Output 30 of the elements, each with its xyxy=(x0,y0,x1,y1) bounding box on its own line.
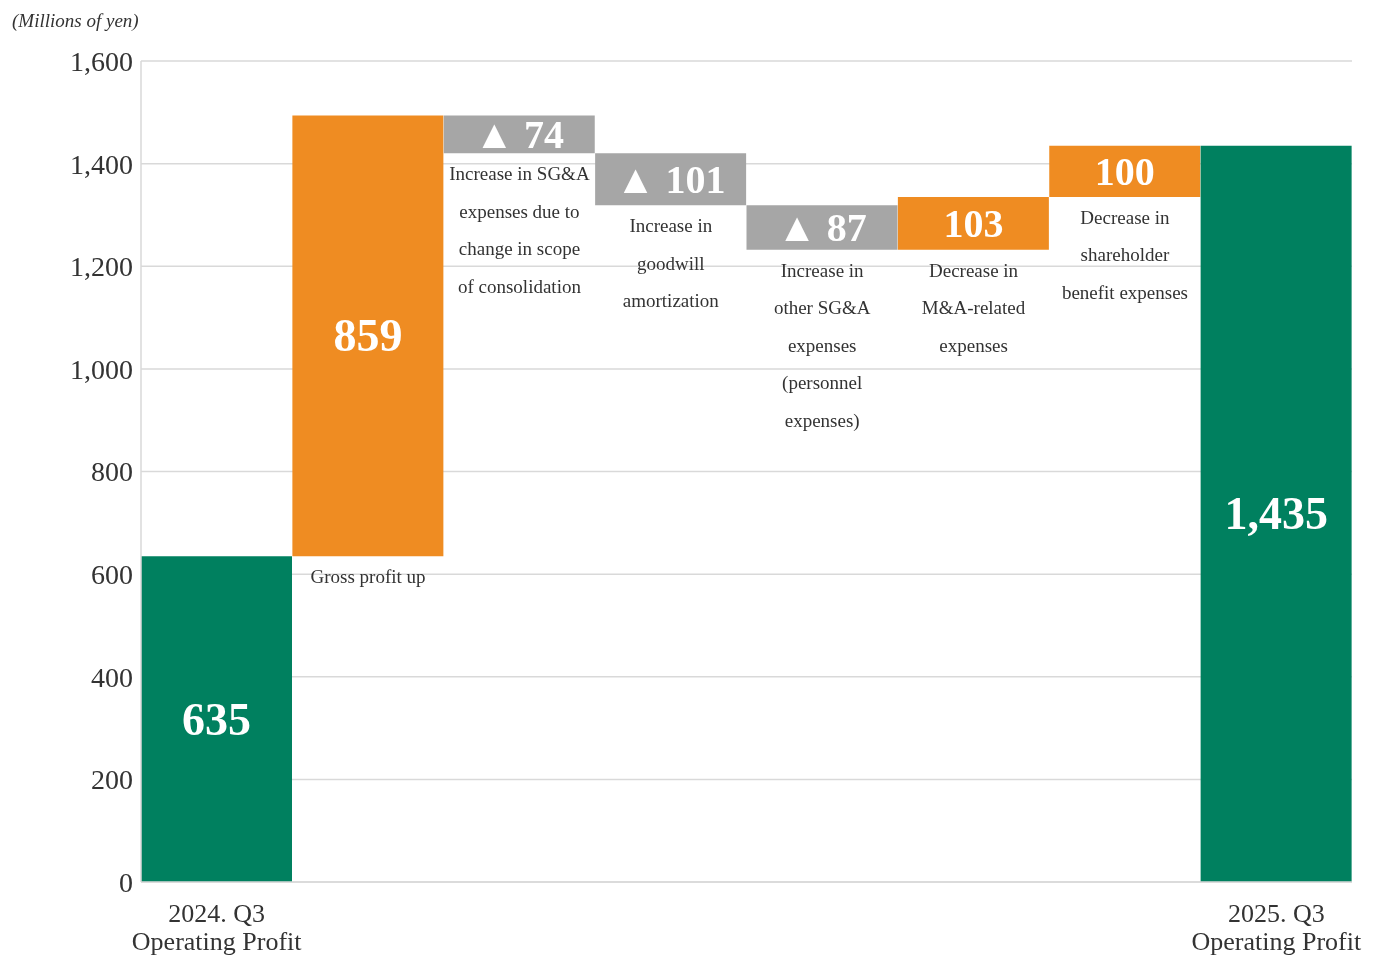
x-tick-label: 2024. Q3 Operating Profit xyxy=(131,899,303,956)
x-tick-label: 2025. Q3 Operating Profit xyxy=(1191,899,1362,956)
bar xyxy=(141,556,292,882)
y-tick-label: 0 xyxy=(119,866,133,898)
bar xyxy=(897,196,1049,250)
y-tick-label: 200 xyxy=(91,764,133,796)
y-tick-label: 1,600 xyxy=(70,45,133,77)
y-axis-title: (Millions of yen) xyxy=(12,10,139,32)
y-tick-label: 1,200 xyxy=(70,251,133,283)
x-tick-label: Increase in SG&A expenses due to change in scope of consolidation xyxy=(449,163,590,297)
data-label: 103 xyxy=(943,200,1004,246)
data-label: 635 xyxy=(182,693,251,745)
y-tick-label: 600 xyxy=(91,559,133,591)
y-tick-label: 800 xyxy=(91,456,133,488)
data-label: 859 xyxy=(333,310,403,362)
data-label: 100 xyxy=(1094,148,1155,194)
data-label: 1,435 xyxy=(1224,488,1328,540)
x-tick-label: Gross profit up xyxy=(310,566,426,588)
data-label: ▲ 101 xyxy=(615,156,726,202)
bar xyxy=(1200,145,1352,882)
x-tick-label: Decrease in shareholder benefit expenses xyxy=(1061,206,1188,303)
x-tick-label: Decrease in M&A-related expenses xyxy=(921,259,1026,356)
y-tick-label: 1,000 xyxy=(70,353,133,385)
x-tick-label: Increase in other SG&A expenses (personnel expenses) xyxy=(773,259,871,432)
y-tick-label: 400 xyxy=(91,661,133,693)
data-label: ▲ 74 xyxy=(474,111,565,157)
bar xyxy=(292,115,444,557)
x-tick-label: Increase in goodwill amortization xyxy=(622,215,720,312)
y-tick-label: 1,400 xyxy=(70,148,133,180)
data-label: ▲ 87 xyxy=(777,205,867,251)
